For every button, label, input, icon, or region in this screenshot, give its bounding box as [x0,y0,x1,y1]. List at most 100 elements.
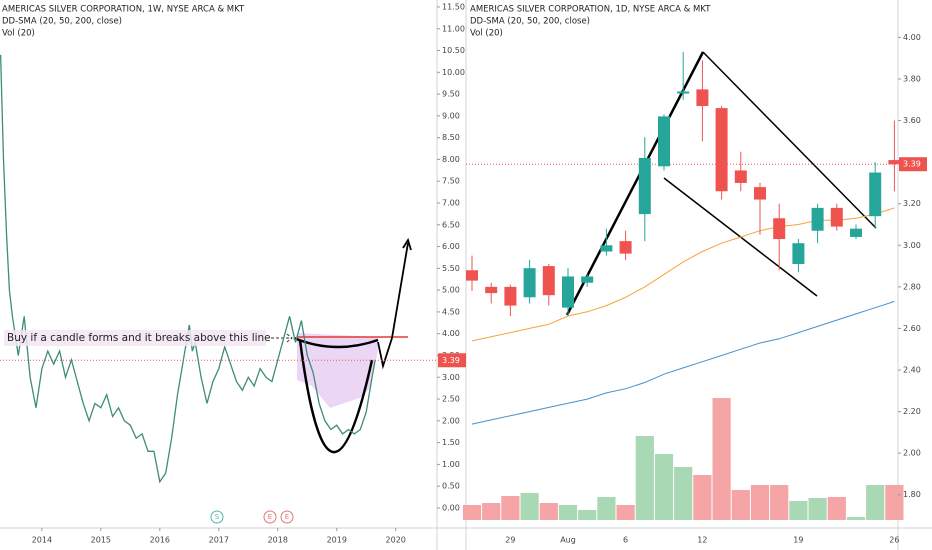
x-tick-label: 6 [623,536,628,545]
volume-bar [462,505,482,520]
volume-bar [558,505,578,520]
moving-average [471,300,895,425]
candle-body [600,245,613,252]
y-tick-label: 7.50 [442,177,460,186]
volume-bar [770,485,789,520]
x-tick-label: 29 [505,536,515,545]
y-tick-label: 0.50 [442,482,460,491]
volume-bar [712,398,731,520]
trend-line [702,51,877,229]
candle-body [562,276,574,308]
candle-body [504,286,517,306]
x-tick-label: 2020 [386,536,406,545]
last-price-label: 3.39 [442,356,460,365]
y-tick-label: 0.00 [442,503,460,512]
y-tick-label: 5.50 [442,264,460,273]
candle-body [658,116,670,167]
y-tick-label: 2.00 [903,449,921,458]
y-tick-label: 3.80 [903,74,921,83]
y-tick-label: 11.50 [442,2,465,11]
cup-fill [297,333,378,408]
y-tick-label: 11.00 [442,24,465,33]
indicator-label: Vol (20) [2,29,35,39]
y-tick-label: 3.00 [442,373,460,382]
last-price-box [899,157,927,172]
volume-bar [539,503,558,520]
volume-bar [846,517,866,520]
volume-bar [597,497,616,520]
volume-bar [789,501,808,520]
moving-average [471,207,895,342]
event-marker-label: E [268,513,272,521]
cup-body [298,339,374,454]
annotation: Buy if a candle forms and it breaks abov… [7,332,271,344]
volume-bar [693,475,712,520]
candle-body [830,207,843,227]
candle-body [619,241,632,254]
candle-body [888,160,901,165]
x-tick-label: 2018 [268,536,288,545]
volume-bar [616,505,635,520]
indicator-label: Vol (20) [470,29,503,39]
y-tick-label: 3.60 [903,116,921,125]
volume-bar [827,497,846,520]
volume-bar [482,503,501,520]
y-tick-label: 2.40 [903,366,921,375]
cup-rim [293,336,379,349]
x-tick-label: 2017 [209,536,229,545]
x-tick-label: 2016 [150,536,170,545]
candle-body [734,170,747,183]
x-tick-label: 2014 [32,536,52,545]
indicator-label: DD-SMA (20, 50, 200, close) [470,17,590,27]
y-tick-label: 9.00 [442,111,460,120]
indicator-label: DD-SMA (20, 50, 200, close) [2,17,122,27]
arrow-head [402,237,412,251]
candle-body [773,218,786,240]
candle-body [811,207,824,231]
y-tick-label: 10.50 [442,46,465,55]
y-tick-label: 8.50 [442,133,460,142]
y-tick-label: 2.20 [903,407,921,416]
y-tick-label: 2.00 [442,416,460,425]
event-marker [210,510,224,524]
x-tick-label: Aug [560,536,576,545]
candle-body [869,172,882,217]
candle-body [542,266,555,296]
x-tick-label: 12 [697,536,707,545]
y-tick-label: 3.20 [903,199,921,208]
candle-body [677,91,690,94]
y-tick-label: 5.00 [442,286,460,295]
last-price-box [438,353,466,368]
y-tick-label: 10.00 [442,68,465,77]
candle-body [638,157,651,215]
volume-bar [750,485,770,520]
volume-bar [501,496,520,520]
candle-body [754,187,766,200]
y-tick-label: 4.00 [442,329,460,338]
candle-body [792,243,805,264]
event-marker-label: S [215,513,220,521]
x-tick-label: 26 [889,536,899,545]
event-marker [280,510,294,524]
candle-body [850,228,862,237]
y-tick-label: 2.80 [903,282,921,291]
x-tick-label: 2015 [91,536,111,545]
volume-bar [731,490,750,520]
event-marker-label: E [285,513,289,521]
volume-bar [866,485,885,520]
candle-body [696,89,709,107]
x-tick-label: 19 [793,536,803,545]
candle-body [523,268,536,298]
candle-body [485,286,498,294]
last-price-label: 3.39 [903,160,921,169]
volume-bar [654,454,674,520]
volume-bar [885,485,904,520]
volume-bar [635,436,654,520]
chart-title: AMERICAS SILVER CORPORATION, 1W, NYSE AR… [2,5,245,15]
chart-title: AMERICAS SILVER CORPORATION, 1D, NYSE AR… [470,5,711,15]
volume-bar [520,493,539,520]
price-line [0,54,376,484]
y-tick-label: 3.00 [903,241,921,250]
projection-arrow [377,242,409,370]
